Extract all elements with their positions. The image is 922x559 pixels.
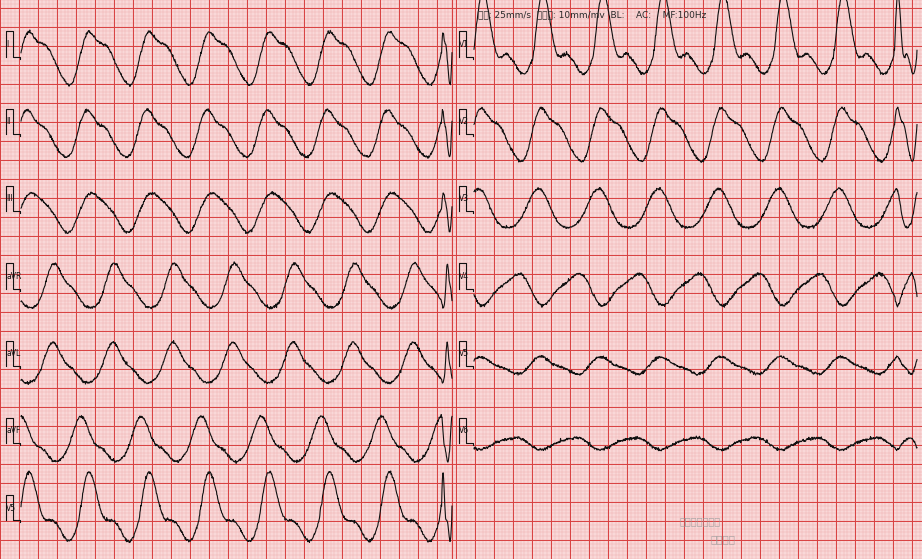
Text: I: I — [6, 40, 8, 49]
Text: 纸速: 25mm/s  灵敏度: 10mm/mv  BL:    AC:    MF:100Hz: 纸速: 25mm/s 灵敏度: 10mm/mv BL: AC: MF:100Hz — [478, 10, 706, 19]
Text: V2: V2 — [459, 117, 469, 126]
Text: 朱晓晓心电资讯: 朱晓晓心电资讯 — [680, 516, 721, 526]
Text: aVF: aVF — [6, 427, 20, 435]
Text: V3: V3 — [459, 195, 469, 203]
Text: V5: V5 — [459, 349, 469, 358]
Text: V5: V5 — [6, 504, 16, 513]
Text: V4: V4 — [459, 272, 469, 281]
Text: III: III — [6, 195, 13, 203]
Text: V6: V6 — [459, 427, 469, 435]
Text: V1: V1 — [459, 40, 469, 49]
Text: II: II — [6, 117, 10, 126]
Text: aVR: aVR — [6, 272, 21, 281]
Text: aVL: aVL — [6, 349, 20, 358]
Text: 中大医院: 中大医院 — [710, 534, 735, 544]
